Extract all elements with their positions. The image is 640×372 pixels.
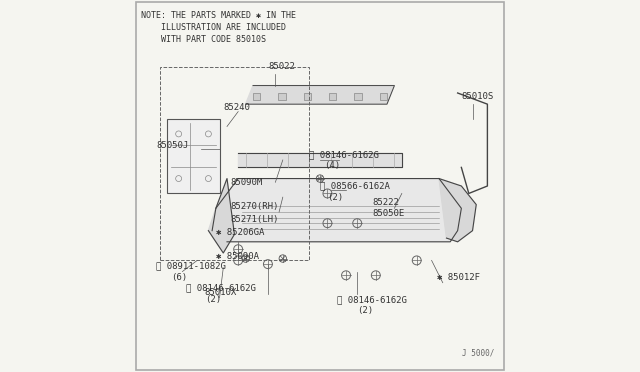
Bar [253, 93, 260, 100]
Text: 85050E: 85050E [372, 209, 404, 218]
Text: 85271(LH): 85271(LH) [231, 215, 279, 224]
Text: Ⓑ 08146-6162G: Ⓑ 08146-6162G [337, 295, 406, 304]
Text: Ⓑ 08146-6162G: Ⓑ 08146-6162G [309, 150, 379, 159]
Text: ⓝ 08911-1082G: ⓝ 08911-1082G [156, 262, 226, 270]
Polygon shape [246, 86, 394, 104]
Text: (4): (4) [324, 161, 340, 170]
Bar [278, 93, 286, 100]
Text: Ⓢ 08566-6162A: Ⓢ 08566-6162A [320, 182, 390, 190]
Bar [380, 93, 387, 100]
Polygon shape [209, 179, 234, 253]
Bar [329, 93, 337, 100]
Bar [303, 93, 311, 100]
Text: J 5000/: J 5000/ [463, 348, 495, 357]
Text: ✱ 85206GA: ✱ 85206GA [216, 228, 264, 237]
Text: ✱ 85090A: ✱ 85090A [216, 252, 259, 261]
Polygon shape [439, 179, 476, 242]
Text: (2): (2) [328, 193, 344, 202]
Text: NOTE: THE PARTS MARKED ✱ IN THE
    ILLUSTRATION ARE INCLUDED
    WITH PART CODE: NOTE: THE PARTS MARKED ✱ IN THE ILLUSTRA… [141, 11, 296, 44]
Text: 85270(RH): 85270(RH) [231, 202, 279, 211]
Text: (6): (6) [172, 273, 188, 282]
Text: ✱ 85012F: ✱ 85012F [437, 273, 480, 282]
Polygon shape [212, 179, 461, 242]
Text: (2): (2) [357, 306, 373, 315]
Text: 85010X: 85010X [205, 288, 237, 296]
Text: (2): (2) [205, 295, 221, 304]
Text: Ⓑ 08146-6162G: Ⓑ 08146-6162G [186, 284, 256, 293]
Text: 85010S: 85010S [461, 92, 493, 101]
Bar [354, 93, 362, 100]
Text: 85050J: 85050J [156, 141, 189, 150]
Text: 85240: 85240 [223, 103, 250, 112]
Text: 85022: 85022 [268, 62, 295, 71]
FancyBboxPatch shape [168, 119, 220, 193]
Bar [160, 67, 309, 260]
Polygon shape [238, 153, 402, 167]
Text: 85222: 85222 [372, 198, 399, 207]
Text: 85090M: 85090M [231, 178, 263, 187]
